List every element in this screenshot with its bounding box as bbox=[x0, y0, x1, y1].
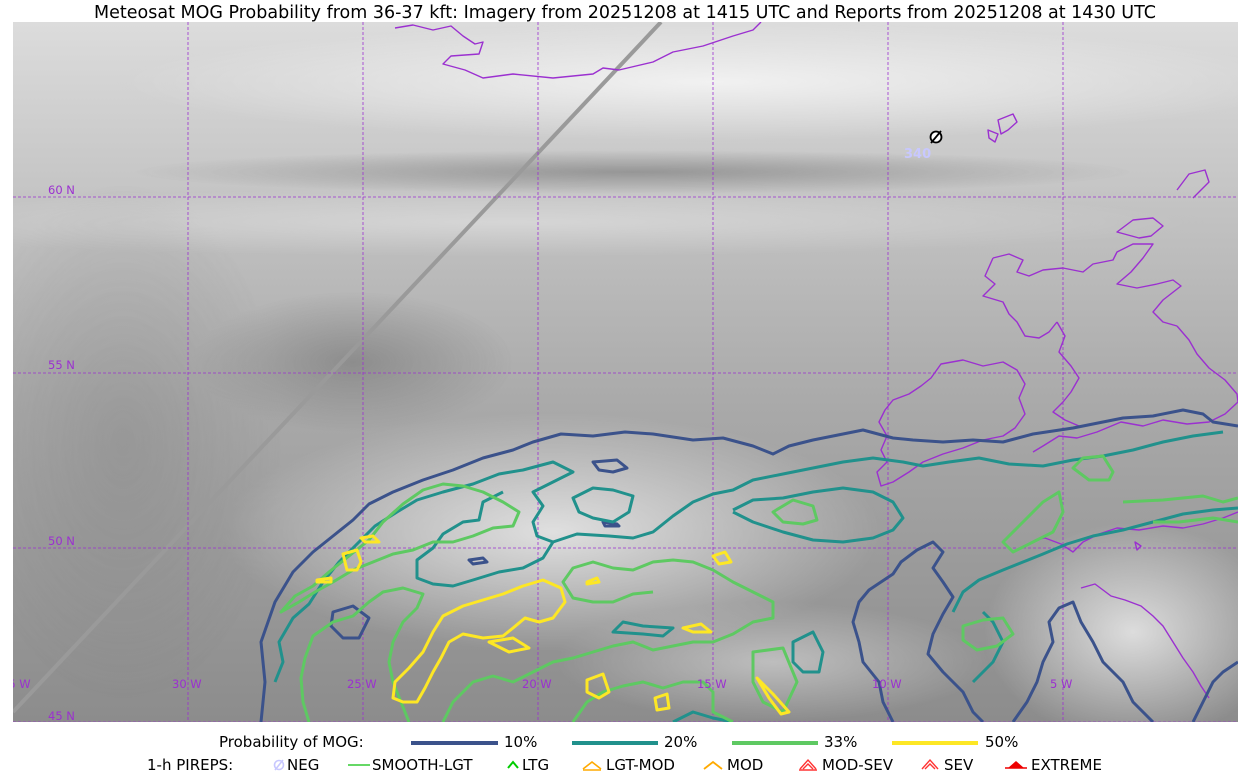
contour-20pct-main bbox=[273, 460, 575, 683]
pirep-label-sev: SEV bbox=[944, 756, 974, 774]
sev-icon bbox=[921, 758, 939, 770]
contour-20pct-inner bbox=[732, 486, 905, 544]
mod-icon bbox=[703, 760, 723, 770]
prob-swatch-33 bbox=[732, 741, 818, 745]
contour-50pct-small-1 bbox=[341, 548, 363, 572]
contour-33pct-east-2 bbox=[1071, 454, 1115, 482]
smooth-lgt-icon bbox=[348, 764, 370, 766]
neg-icon bbox=[273, 759, 285, 771]
contour-20pct-east bbox=[951, 506, 1238, 613]
lon-label-15w: 15 W bbox=[697, 677, 727, 691]
prob-label-50: 50% bbox=[985, 733, 1019, 751]
prob-label-33: 33% bbox=[824, 733, 858, 751]
contour-50pct-small-5 bbox=[585, 576, 601, 586]
pirep-report: 340 bbox=[904, 130, 943, 162]
contour-33pct-lower bbox=[571, 680, 734, 722]
lon-labels: 35 W 30 W 25 W 20 W 15 W 10 W 5 W bbox=[13, 677, 1072, 691]
contour-33pct-east-3 bbox=[1122, 494, 1238, 504]
lat-label-55n: 55 N bbox=[48, 358, 75, 372]
prob-swatch-50 bbox=[892, 741, 978, 745]
contour-50pct-small-8 bbox=[585, 672, 611, 700]
contour-33pct-east-1 bbox=[1001, 490, 1065, 554]
contour-10pct-east-2 bbox=[1191, 660, 1238, 722]
satellite-map: 60 N 55 N 50 N 45 N 35 W 30 W 25 W 20 W … bbox=[13, 22, 1238, 722]
coast-england bbox=[1032, 325, 1238, 453]
coast-faroe bbox=[987, 113, 1018, 143]
pirep-label-lgt-mod: LGT-MOD bbox=[606, 756, 675, 774]
lon-label-10w: 10 W bbox=[872, 677, 902, 691]
extreme-icon bbox=[1005, 761, 1027, 769]
lat-label-60n: 60 N bbox=[48, 183, 75, 197]
lat-label-50n: 50 N bbox=[48, 534, 75, 548]
pirep-label-neg: NEG bbox=[287, 756, 320, 774]
coast-iceland bbox=[394, 22, 762, 79]
contour-10pct-small-3 bbox=[467, 556, 489, 566]
ltg-icon bbox=[507, 760, 519, 769]
coast-orkney bbox=[1116, 217, 1164, 239]
coast-ireland bbox=[876, 359, 1026, 487]
pirep-altitude: 340 bbox=[904, 147, 931, 162]
contour-20pct-loop-a bbox=[571, 486, 635, 524]
coast-france-north bbox=[1034, 511, 1238, 553]
lon-label-5w: 5 W bbox=[1050, 677, 1072, 691]
coast-wales bbox=[1052, 321, 1080, 427]
lon-label-35w: 35 W bbox=[13, 677, 31, 691]
contour-33pct-right-loop bbox=[771, 498, 819, 526]
coast-shetland bbox=[1176, 169, 1210, 199]
graticule bbox=[13, 22, 1238, 722]
pirep-label-extreme: EXTREME bbox=[1031, 756, 1102, 774]
coast-scotland-west bbox=[982, 257, 1058, 339]
contour-50pct-small-2 bbox=[359, 534, 381, 544]
contour-50pct-small-6 bbox=[681, 622, 713, 634]
contour-50pct-small-9 bbox=[653, 692, 671, 712]
prob-contours bbox=[259, 408, 1238, 722]
pirep-label-mod: MOD bbox=[727, 756, 764, 774]
contour-33pct-far-east bbox=[1153, 516, 1238, 524]
contour-10pct-east bbox=[1011, 600, 1155, 722]
contour-20pct-bottom bbox=[672, 710, 734, 722]
lat-label-45n: 45 N bbox=[48, 709, 75, 722]
satellite-track bbox=[13, 22, 663, 714]
contour-50pct-main bbox=[391, 578, 567, 704]
prob-swatch-10 bbox=[411, 741, 498, 745]
pirep-label-mod-sev: MOD-SEV bbox=[822, 756, 893, 774]
contour-10pct-small-4 bbox=[329, 604, 371, 640]
prob-label-20: 20% bbox=[664, 733, 698, 751]
prob-label-10: 10% bbox=[504, 733, 538, 751]
contour-50pct-small-10 bbox=[755, 676, 791, 716]
contour-20pct-right bbox=[791, 630, 825, 674]
coastlines bbox=[394, 22, 1238, 699]
mod-sev-icon bbox=[799, 758, 817, 771]
pirep-label-ltg: LTG bbox=[522, 756, 550, 774]
lat-labels: 60 N 55 N 50 N 45 N bbox=[48, 183, 75, 722]
contour-10pct-west-1 bbox=[851, 540, 985, 722]
contour-10pct-small-1 bbox=[591, 458, 629, 474]
page-title: Meteosat MOG Probability from 36-37 kft:… bbox=[94, 3, 1156, 23]
coast-scotland bbox=[992, 243, 1182, 327]
coast-channel-islands bbox=[1134, 541, 1142, 551]
prob-swatch-20 bbox=[572, 741, 658, 745]
coast-brittany bbox=[1080, 583, 1210, 699]
lon-label-25w: 25 W bbox=[347, 677, 377, 691]
pirep-legend-title: 1-h PIREPS: bbox=[147, 756, 234, 774]
prob-legend-title: Probability of MOG: bbox=[219, 733, 364, 751]
contour-50pct-small-4 bbox=[487, 636, 531, 654]
contour-50pct-small-3 bbox=[315, 576, 333, 584]
pirep-label-smooth-lgt: SMOOTH-LGT bbox=[372, 756, 473, 774]
lon-label-20w: 20 W bbox=[522, 677, 552, 691]
contour-10pct-main bbox=[259, 408, 1238, 722]
contour-20pct-mid-2 bbox=[611, 620, 675, 638]
contour-50pct-small-7 bbox=[711, 550, 733, 566]
contour-33pct-center bbox=[441, 558, 775, 722]
contour-33pct-main bbox=[299, 586, 425, 722]
lon-label-30w: 30 W bbox=[172, 677, 202, 691]
lgt-mod-icon bbox=[582, 760, 602, 771]
cloud-bands bbox=[13, 22, 1238, 722]
contour-33pct-east-4 bbox=[961, 616, 1015, 652]
